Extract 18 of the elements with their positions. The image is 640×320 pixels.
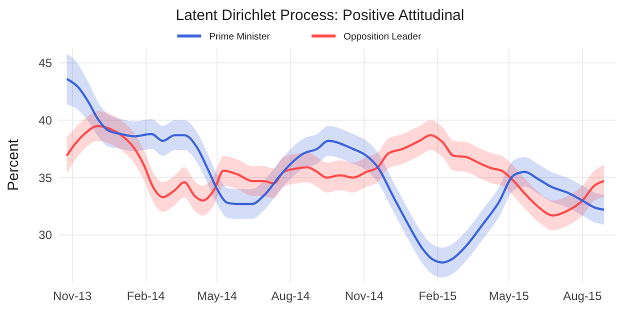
legend-label: Opposition Leader: [344, 31, 422, 42]
x-tick-label: May-15: [488, 289, 530, 303]
chart-title: Latent Dirichlet Process: Positive Attitudinal: [176, 7, 464, 24]
y-tick-label: 40: [38, 113, 52, 128]
y-axis-title: Percent: [5, 138, 22, 191]
y-tick-label: 45: [38, 56, 52, 70]
y-tick-label: 35: [38, 170, 52, 185]
x-tick-label: Feb-14: [126, 289, 166, 303]
line-series: [66, 78, 606, 264]
y-tick-label: 30: [38, 228, 52, 242]
x-tick-label: Nov-13: [53, 289, 92, 303]
x-tick-label: Nov-14: [344, 289, 384, 303]
legend-label: Prime Minister: [209, 31, 270, 42]
x-tick-label: May-14: [197, 289, 238, 303]
x-tick-label: Aug-15: [563, 289, 602, 303]
x-tick-label: Feb-15: [418, 289, 458, 303]
line-series: [66, 124, 606, 217]
x-tick-label: Aug-14: [271, 289, 310, 303]
